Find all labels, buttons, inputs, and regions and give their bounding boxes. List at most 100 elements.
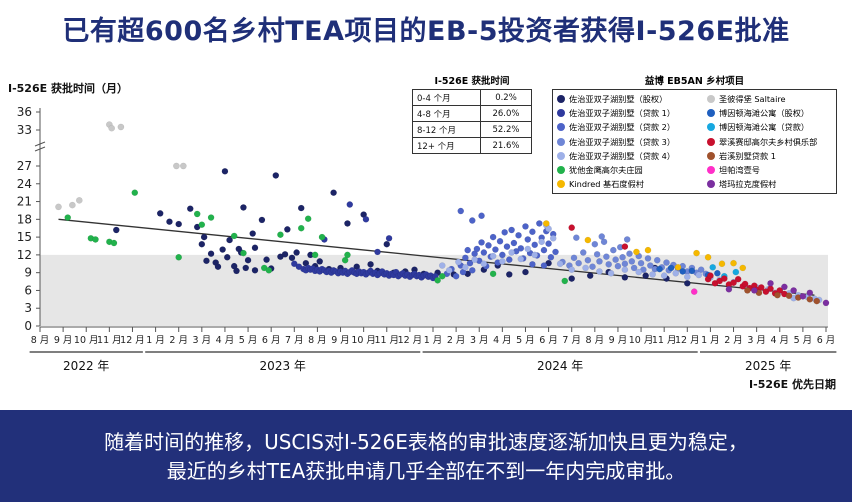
data-point bbox=[496, 237, 504, 245]
legend-label: Kindred 基石度假村 bbox=[569, 179, 644, 190]
data-point bbox=[644, 246, 652, 254]
x-tick-label: 1 月 bbox=[146, 335, 165, 346]
data-point bbox=[508, 249, 515, 256]
data-point bbox=[781, 283, 788, 291]
data-point bbox=[790, 287, 797, 294]
x-tick-label: 7 月 bbox=[562, 335, 581, 346]
data-point bbox=[466, 259, 474, 267]
legend-swatch bbox=[557, 123, 565, 132]
data-point bbox=[607, 269, 615, 277]
legend-label: 圣彼得堡 Saltaire bbox=[719, 94, 786, 105]
data-point bbox=[695, 271, 703, 279]
data-point bbox=[344, 220, 351, 227]
data-point bbox=[434, 277, 441, 284]
data-point bbox=[751, 287, 758, 294]
data-point bbox=[660, 272, 668, 279]
data-point bbox=[207, 250, 215, 258]
year-label: 2022 年 bbox=[63, 359, 109, 373]
data-point bbox=[489, 233, 497, 241]
data-point bbox=[297, 224, 305, 232]
data-point bbox=[173, 162, 180, 170]
data-point bbox=[207, 214, 215, 221]
data-point bbox=[346, 201, 354, 208]
data-point bbox=[610, 246, 617, 254]
data-point bbox=[626, 250, 633, 258]
data-point bbox=[582, 264, 589, 272]
data-point bbox=[362, 216, 370, 223]
y-tick-label: 0 bbox=[24, 319, 32, 333]
data-point bbox=[240, 249, 247, 257]
data-point bbox=[744, 287, 751, 294]
x-axis-label: I-526E 优先日期 bbox=[749, 377, 836, 391]
data-point bbox=[649, 271, 656, 278]
approval-time-row: 12+ 个月 21.6% bbox=[412, 137, 533, 154]
legend-item: 博因顿海滩公寓（股权） bbox=[707, 106, 835, 120]
data-point bbox=[374, 248, 381, 256]
footer-line-2: 最近的乡村TEA获批申请几乎全部在不到一年内完成审批。 bbox=[166, 459, 686, 483]
data-point bbox=[297, 204, 305, 212]
data-point bbox=[112, 226, 120, 234]
approval-time-share: 21.6% bbox=[479, 137, 533, 154]
data-point bbox=[531, 241, 539, 249]
data-point bbox=[549, 234, 557, 242]
legend-item: 翠溪赛邸高尔夫乡村俱乐部 bbox=[707, 135, 835, 149]
data-point bbox=[730, 279, 737, 287]
data-point bbox=[330, 189, 337, 196]
data-point bbox=[612, 256, 619, 263]
data-point bbox=[547, 253, 555, 261]
data-point bbox=[240, 204, 247, 211]
legend-label: 岩溪别墅贷款 1 bbox=[719, 150, 776, 161]
data-point bbox=[725, 285, 733, 293]
data-point bbox=[605, 261, 612, 268]
x-tick-label: 5 月 bbox=[516, 335, 535, 346]
legend-label: 塔玛拉克度假村 bbox=[719, 179, 777, 190]
data-point bbox=[709, 264, 717, 271]
data-point bbox=[462, 264, 469, 271]
data-point bbox=[200, 233, 208, 241]
data-point bbox=[489, 252, 497, 260]
legend-swatch bbox=[557, 180, 565, 189]
data-point bbox=[653, 256, 661, 264]
data-point bbox=[584, 236, 592, 244]
data-point bbox=[720, 275, 728, 282]
year-label: 2023 年 bbox=[260, 359, 306, 373]
data-point bbox=[499, 251, 506, 259]
approval-time-table-box: I-526E 获批时间 0-4 个月 0.2% 4-8 个月 26.0% 8-12 个月… bbox=[412, 75, 533, 154]
data-point bbox=[501, 229, 508, 236]
x-tick-label: 10 月 bbox=[351, 335, 376, 346]
data-point bbox=[445, 266, 453, 274]
x-tick-label: 10 月 bbox=[629, 335, 654, 346]
data-point bbox=[304, 215, 312, 223]
data-point bbox=[628, 258, 636, 265]
legend-label: 佐治亚双子湖别墅（股权） bbox=[569, 94, 668, 105]
y-axis-label: I-526E 获批时间（月） bbox=[8, 81, 128, 95]
x-tick-label: 1 月 bbox=[701, 335, 720, 346]
data-point bbox=[570, 254, 578, 262]
axis-break-mark bbox=[34, 146, 46, 152]
data-point bbox=[515, 232, 522, 239]
data-point bbox=[674, 264, 682, 271]
data-point bbox=[524, 236, 532, 243]
data-point bbox=[707, 272, 714, 279]
data-point bbox=[203, 257, 210, 265]
data-point bbox=[478, 212, 485, 220]
data-point bbox=[596, 268, 603, 275]
data-point bbox=[693, 249, 700, 257]
data-point bbox=[568, 275, 576, 282]
data-point bbox=[244, 256, 252, 264]
approval-time-row: 4-8 个月 26.0% bbox=[412, 105, 533, 122]
data-point bbox=[517, 255, 525, 263]
legend-label: 佐治亚双子湖别墅（贷款 2） bbox=[569, 122, 676, 133]
x-tick-label: 8 月 bbox=[308, 335, 327, 346]
data-point bbox=[480, 249, 488, 256]
data-point bbox=[822, 299, 830, 307]
data-point bbox=[757, 284, 765, 291]
data-point bbox=[614, 262, 622, 270]
data-point bbox=[635, 268, 643, 276]
data-point bbox=[647, 262, 654, 269]
data-point bbox=[110, 239, 118, 247]
data-point bbox=[690, 288, 698, 295]
data-point bbox=[281, 250, 289, 258]
data-point bbox=[156, 210, 164, 217]
data-point bbox=[223, 253, 231, 261]
